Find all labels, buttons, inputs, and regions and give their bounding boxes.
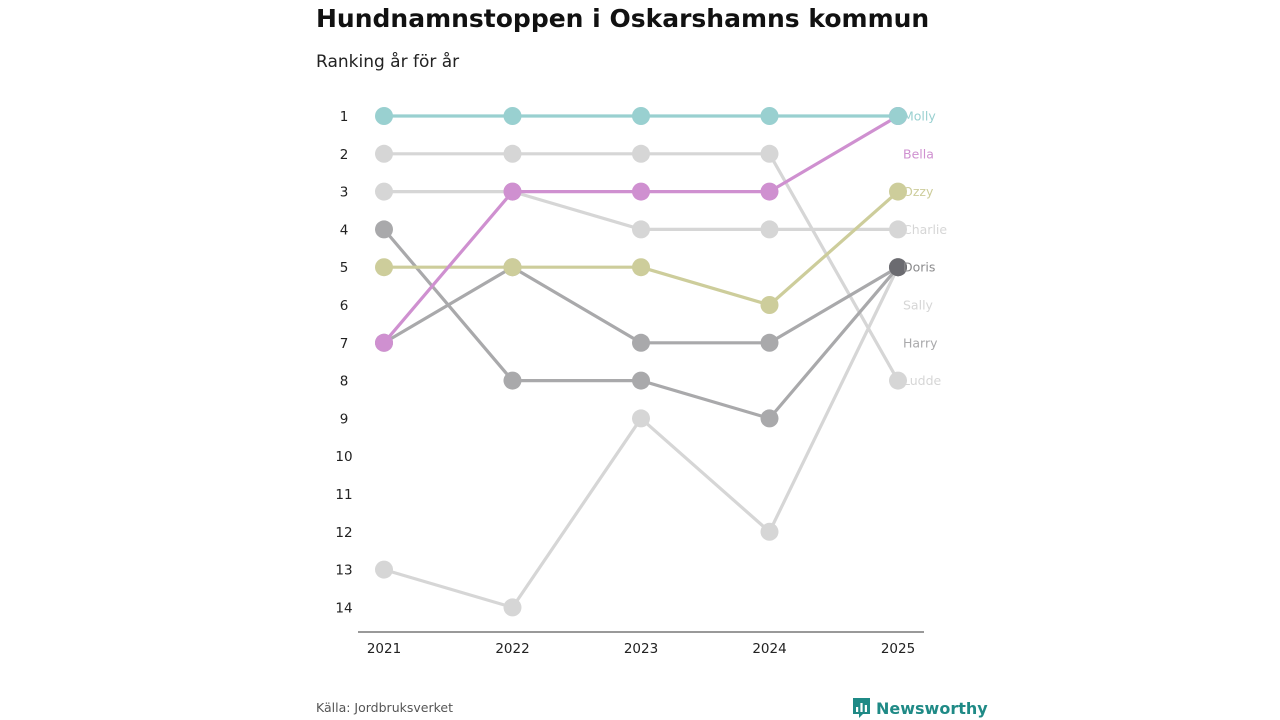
data-point-molly [632, 107, 650, 125]
data-point-ludde [760, 144, 779, 163]
y-tick-label: 6 [340, 298, 349, 314]
data-point-ozzy [760, 296, 779, 314]
data-point-ozzy [375, 258, 393, 277]
series-line-doris [382, 265, 900, 345]
y-tick-label: 12 [335, 525, 352, 541]
data-point-bella [760, 182, 779, 201]
series-molly [375, 107, 907, 125]
data-point-harry [503, 371, 522, 390]
y-tick-label: 9 [340, 411, 349, 427]
brand-name: Newsworthy [876, 698, 988, 718]
data-point-harry [632, 371, 650, 390]
data-point-ludde [503, 144, 522, 163]
data-point-charlie [375, 182, 393, 201]
data-point-charlie [632, 220, 650, 239]
data-point-ozzy [503, 258, 522, 277]
end-label-harry: Harry [903, 335, 938, 350]
series-charlie [375, 182, 907, 239]
x-tick-label: 2025 [881, 641, 915, 657]
data-point-sally [632, 409, 650, 428]
end-label-bella: Bella [903, 146, 934, 161]
end-label-charlie: Charlie [903, 222, 947, 237]
y-tick-label: 2 [340, 147, 349, 163]
y-tick-label: 1 [340, 109, 349, 125]
data-point-harry [760, 409, 779, 428]
data-point-doris [760, 333, 779, 352]
y-tick-label: 11 [335, 487, 352, 503]
chart-title: Hundnamnstoppen i Oskarshamns kommun [316, 4, 930, 33]
y-tick-label: 3 [340, 185, 349, 201]
series-ozzy [375, 182, 907, 314]
y-tick-label: 4 [340, 222, 349, 238]
data-point-charlie [760, 220, 779, 239]
data-point-molly [760, 107, 779, 125]
highlight-point-doris [889, 258, 907, 277]
data-point-ludde [889, 371, 907, 390]
x-tick-label: 2023 [624, 641, 658, 657]
y-tick-label: 13 [335, 563, 352, 579]
data-point-charlie [889, 220, 907, 239]
data-point-molly [375, 107, 393, 125]
data-point-ludde [632, 144, 650, 163]
y-tick-label: 5 [340, 260, 349, 276]
end-label-molly: Molly [903, 109, 936, 124]
end-label-ludde: Ludde [903, 373, 942, 388]
data-point-sally [375, 560, 393, 579]
data-point-sally [760, 522, 779, 541]
data-point-doris [632, 333, 650, 352]
end-label-sally: Sally [903, 298, 934, 313]
data-point-sally [503, 598, 522, 617]
source-note: Källa: Jordbruksverket [316, 700, 453, 715]
data-point-molly [889, 107, 907, 125]
data-point-ozzy [889, 182, 907, 201]
y-tick-label: 8 [340, 374, 349, 390]
data-point-ozzy [632, 258, 650, 277]
end-label-doris: Doris [903, 260, 935, 275]
x-tick-label: 2024 [752, 641, 786, 657]
end-label-ozzy: Ozzy [903, 184, 934, 199]
x-tick-label: 2022 [495, 641, 529, 657]
y-tick-label: 14 [335, 600, 352, 616]
series-line-ozzy [382, 190, 900, 307]
data-point-ludde [375, 144, 393, 163]
y-tick-label: 7 [340, 336, 349, 352]
x-tick-label: 2021 [367, 641, 401, 657]
series-harry [375, 220, 907, 428]
data-point-harry [375, 220, 393, 239]
data-point-molly [503, 107, 522, 125]
y-tick-label: 10 [335, 449, 352, 465]
brand-logo: Newsworthy [852, 697, 988, 719]
bar-chart-icon [853, 698, 870, 718]
chart-subtitle: Ranking år för år [316, 52, 460, 72]
data-point-bella [632, 182, 650, 201]
data-point-bella [375, 333, 393, 352]
data-point-bella [503, 182, 522, 201]
